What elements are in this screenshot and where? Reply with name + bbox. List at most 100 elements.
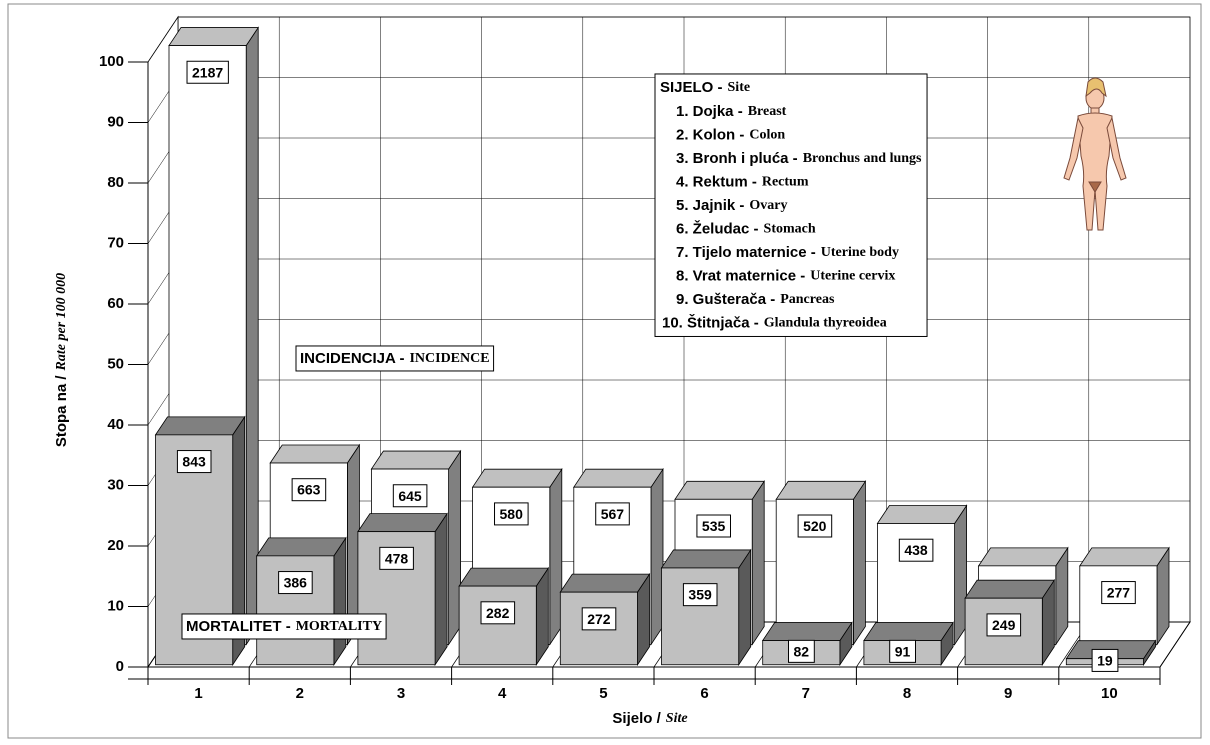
count-label-box <box>788 639 815 663</box>
x-tick-label: 3 <box>397 685 405 702</box>
count-label: 535 <box>702 518 726 534</box>
female-figure-icon <box>1063 77 1127 231</box>
legend-item: 8. Vrat maternice - Uterine cervix <box>676 267 895 284</box>
series-annotation-part: INCIDENCIJA - <box>300 350 404 367</box>
y-tick-label: 100 <box>99 53 124 70</box>
count-label-box <box>480 601 516 625</box>
bar <box>1079 565 1158 645</box>
count-label-box <box>176 450 212 474</box>
count-label: 843 <box>182 454 206 470</box>
bar-top <box>357 513 448 533</box>
legend-item-part: Colon <box>749 128 785 143</box>
legend-title-part: Site <box>728 80 751 95</box>
legend-item-part: Glandula thyreoidea <box>764 316 887 331</box>
count-label: 520 <box>803 518 827 534</box>
bar-top <box>761 622 853 641</box>
legend-item: 9. Gušterača - Pancreas <box>676 291 835 308</box>
legend-item: 1. Dojka - Breast <box>676 103 787 120</box>
legend-item-part: 4. Rektum - <box>676 173 757 190</box>
legend-item-part: 7. Tijelo maternice - <box>676 244 816 261</box>
bar-side <box>333 536 347 667</box>
bar <box>458 585 537 666</box>
legend-item: 4. Rektum - Rectum <box>676 173 809 190</box>
floor-divider <box>1159 621 1191 668</box>
legend-item-part: 10. Štitnjača - <box>662 313 759 331</box>
count-label: 580 <box>500 506 524 522</box>
legend-item-part: Uterine body <box>821 245 899 260</box>
bar-top <box>674 480 765 500</box>
legend-item: 2. Kolon - Colon <box>676 126 785 143</box>
bar-side <box>751 479 765 646</box>
x-tick-label: 5 <box>599 685 607 702</box>
bar-top <box>168 27 259 46</box>
series-annotation-part: MORTALITET - <box>186 618 291 635</box>
series-annotation: INCIDENCIJA - INCIDENCE <box>300 350 490 367</box>
bar-top <box>1079 547 1170 567</box>
count-label-box <box>494 502 529 526</box>
count-label: 82 <box>794 643 810 659</box>
legend-item-part: 1. Dojka - <box>676 103 743 120</box>
y-tick-label: 0 <box>116 658 124 675</box>
legend-box <box>654 73 928 337</box>
count-label: 19 <box>1097 652 1113 668</box>
count-label-box <box>291 478 327 502</box>
bar-side <box>434 512 448 667</box>
legend-item-part: Pancreas <box>780 292 835 307</box>
x-tick-label: 7 <box>802 685 810 702</box>
legend-title: SIJELO - Site <box>660 79 750 96</box>
x-axis-title: Sijelo / Site <box>612 710 687 727</box>
count-label-box <box>889 639 916 663</box>
bar-top <box>559 573 651 593</box>
count-label: 359 <box>688 587 712 603</box>
legend-item-part: 9. Gušterača - <box>676 291 775 308</box>
count-label: 249 <box>992 617 1016 633</box>
legend-item-part: Ovary <box>749 198 787 213</box>
bar-top <box>471 468 563 488</box>
legend-item-part: Breast <box>748 104 787 119</box>
legend-item: 7. Tijelo maternice - Uterine body <box>676 244 899 261</box>
bar-side <box>853 479 866 646</box>
x-axis-title-part: Site <box>666 711 688 726</box>
bar-side <box>738 548 752 667</box>
count-label-box <box>986 613 1022 637</box>
legend-item: 6. Želudac - Stomach <box>676 219 816 237</box>
count-label: 438 <box>904 542 928 558</box>
legend-item-part: 3. Bronh i pluća - <box>676 150 798 167</box>
count-label: 478 <box>385 550 409 566</box>
bar-top <box>154 416 246 436</box>
y-tick-label: 40 <box>107 416 124 433</box>
count-label-box <box>392 484 428 508</box>
count-label-box <box>797 514 833 538</box>
count-label-box <box>1101 581 1136 605</box>
y-axis-title: Stopa na / Rate per 100 000 <box>53 273 70 447</box>
y-axis-title-part: Rate per 100 000 <box>54 273 69 372</box>
bar <box>964 597 1043 666</box>
series-annotation-box <box>295 345 495 372</box>
count-label-box <box>1091 648 1119 672</box>
y-tick-label: 10 <box>107 597 124 614</box>
bar-top <box>775 480 867 500</box>
count-label: 91 <box>895 643 911 659</box>
count-label-box <box>682 583 718 607</box>
grid-line <box>147 16 1190 63</box>
bar-top <box>964 579 1056 599</box>
legend-item-part: Uterine cervix <box>810 269 895 284</box>
series-annotation-part: MORTALITY <box>296 619 382 634</box>
count-label: 645 <box>398 488 422 504</box>
x-tick-label: 10 <box>1101 685 1118 702</box>
count-label: 386 <box>284 575 308 591</box>
legend-item-part: 5. Jajnik - <box>676 197 744 214</box>
count-label-box <box>696 514 731 538</box>
count-label: 272 <box>587 611 611 627</box>
y-tick-label: 90 <box>107 113 124 130</box>
y-tick-label: 20 <box>107 537 124 554</box>
bar-top <box>269 444 361 464</box>
series-annotation-box <box>181 613 387 640</box>
count-label-box <box>898 538 934 562</box>
legend-item-part: 8. Vrat maternice - <box>676 267 805 284</box>
count-label-box <box>595 502 630 526</box>
bar-top <box>255 537 347 557</box>
legend-item: 3. Bronh i pluća - Bronchus and lungs <box>676 150 922 167</box>
count-label-box <box>186 60 229 84</box>
